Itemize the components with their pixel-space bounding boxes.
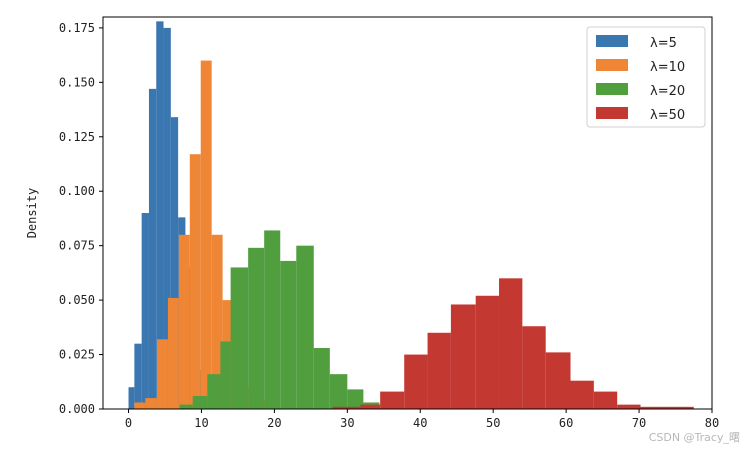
bar-series-1-bin-7 (170, 117, 179, 410)
x-tick-label: 80 (705, 416, 719, 430)
legend-label-1: λ=5 (650, 36, 677, 51)
bar-series-1-bin-6 (163, 27, 171, 409)
x-axis: 0 10 20 30 40 50 60 70 80 (125, 409, 719, 430)
bar-series-4-bin-5 (427, 332, 451, 409)
legend-swatch-3 (596, 83, 628, 95)
y-axis-label: Density (25, 188, 39, 239)
bar-series-4-bin-10 (545, 352, 571, 409)
bar-series-3-bin-3 (207, 374, 221, 409)
bar-series-4-bin-13 (617, 404, 641, 409)
bar-series-3-bin-8 (280, 260, 297, 409)
y-tick-label: 0.125 (59, 130, 95, 144)
legend-label-3: λ=20 (650, 84, 685, 99)
bar-series-3-bin-11 (329, 374, 348, 409)
bar-series-1-bin-1 (128, 387, 135, 409)
bar-series-3-bin-4 (220, 341, 231, 409)
bar-series-2-bin-4 (167, 297, 179, 409)
y-tick-label: 0.075 (59, 239, 95, 253)
bar-series-4-bin-11 (570, 380, 594, 409)
bar-series-3-bin-12 (347, 389, 364, 409)
y-tick-label: 0.050 (59, 293, 95, 307)
y-tick-label: 0.150 (59, 75, 95, 89)
legend-swatch-2 (596, 59, 628, 71)
bar-series-2-bin-8 (211, 234, 223, 409)
legend-box (586, 26, 706, 128)
bar-series-3-bin-5 (230, 267, 249, 409)
bar-series-2-bin-3 (156, 339, 168, 409)
x-tick-label: 10 (194, 416, 208, 430)
bar-series-1-bin-4 (148, 88, 157, 410)
bar-series-2-bin-6 (189, 154, 201, 409)
bar-series-1-bin-2 (134, 343, 142, 409)
bar-series-4-bin-1 (332, 406, 361, 409)
x-tick-label: 50 (486, 416, 500, 430)
bar-series-2-bin-2 (145, 398, 157, 409)
legend-label-4: λ=50 (650, 108, 685, 123)
plot-frame (102, 16, 713, 410)
y-axis: 0.000 0.025 0.050 0.075 0.100 0.125 0.150 0.175 (59, 21, 103, 416)
legend-swatch-4 (596, 107, 628, 119)
bar-series-4-bin-9 (522, 326, 546, 409)
bar-series-1-bin-3 (141, 213, 149, 409)
x-tick-label: 60 (559, 416, 573, 430)
bar-series-2-bin-5 (178, 234, 190, 409)
y-tick-label: 0.175 (59, 21, 95, 35)
bar-series-2-bin-1 (134, 402, 146, 409)
x-tick-label: 20 (267, 416, 281, 430)
legend: λ=5 λ=10 λ=20 λ=50 (586, 26, 706, 128)
legend-swatch-1 (596, 35, 628, 47)
bar-series-4-bin-12 (593, 391, 618, 409)
watermark: CSDN @Tracy_曙 (648, 431, 740, 444)
bar-series-3-bin-9 (296, 245, 314, 409)
bar-series-3-bin-2 (192, 395, 208, 409)
bar-series-3-bin-1 (179, 404, 193, 409)
y-tick-label: 0.025 (59, 348, 95, 362)
bar-series-4-bin-4 (404, 354, 428, 409)
bar-series-1-bin-5 (156, 21, 164, 410)
bar-series-4-bin-14 (640, 406, 694, 409)
x-tick-label: 40 (413, 416, 427, 430)
bar-series-3-bin-10 (313, 348, 330, 409)
bar-series-4-bin-7 (475, 295, 500, 409)
bar-series-3-bin-6 (248, 247, 265, 409)
histogram-bars (128, 21, 694, 410)
y-tick-label: 0.000 (59, 402, 95, 416)
bar-series-3-bin-7 (264, 230, 281, 409)
bar-series-2-bin-7 (200, 60, 212, 410)
bar-series-4-bin-3 (380, 391, 405, 409)
x-tick-label: 30 (340, 416, 354, 430)
legend-label-2: λ=10 (650, 60, 685, 75)
bar-series-4-bin-6 (450, 304, 476, 409)
bar-series-4-bin-8 (499, 278, 523, 409)
y-tick-label: 0.100 (59, 184, 95, 198)
x-tick-label: 0 (125, 416, 132, 430)
x-tick-label: 70 (632, 416, 646, 430)
bar-series-4-bin-2 (360, 404, 381, 409)
